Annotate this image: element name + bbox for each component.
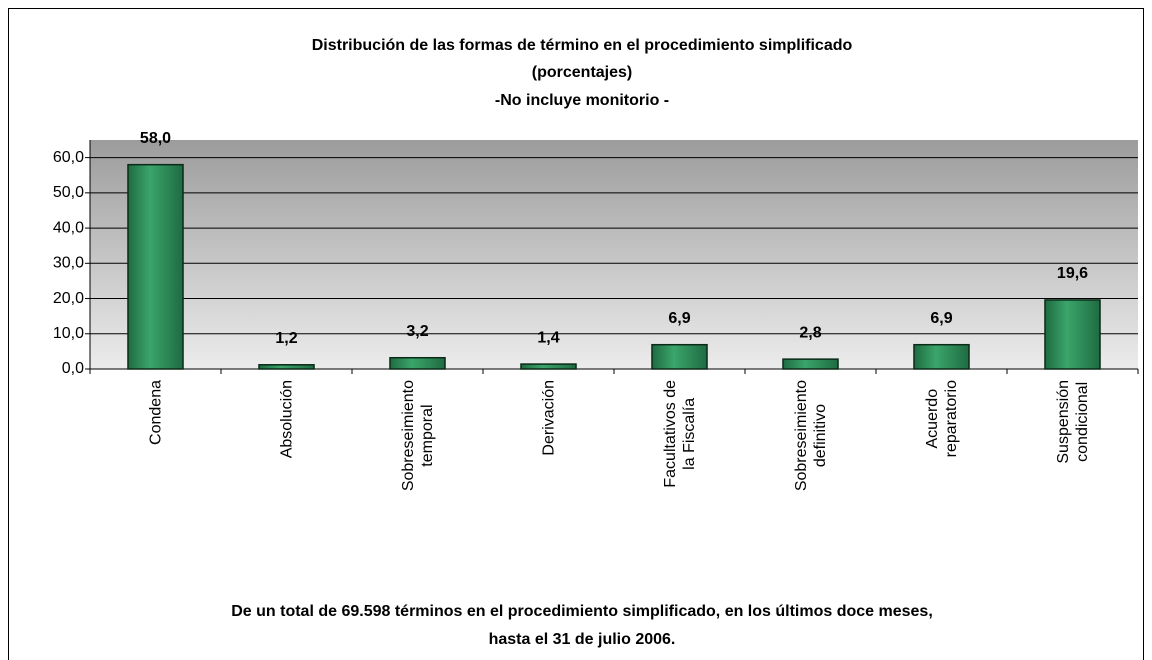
data-label: 19,6 xyxy=(1057,265,1088,282)
x-tick-label: Derivación xyxy=(540,380,557,456)
x-tick-label: Condena xyxy=(147,380,164,445)
x-tick-label: Acuerdo reparatorio xyxy=(923,380,960,458)
x-tick-label: Absolución xyxy=(278,380,295,459)
bar xyxy=(127,163,184,370)
data-label: 6,9 xyxy=(668,310,690,327)
footnote: De un total de 69.598 términos en el pro… xyxy=(231,603,933,620)
chart-subtitle: (porcentajes) xyxy=(532,64,632,81)
x-tick-label: Suspensión condicional xyxy=(1054,380,1091,464)
y-tick-label: 20,0 xyxy=(53,290,84,307)
y-tick-label: 40,0 xyxy=(53,219,84,236)
bar xyxy=(520,363,577,370)
y-tick-label: 10,0 xyxy=(53,325,84,342)
chart-subtitle: -No incluye monitorio - xyxy=(495,92,669,109)
data-label: 2,8 xyxy=(799,324,821,341)
footnote: hasta el 31 de julio 2006. xyxy=(489,631,676,648)
data-label: 3,2 xyxy=(406,323,428,340)
bar xyxy=(258,364,315,370)
data-label: 58,0 xyxy=(140,130,171,147)
y-tick-label: 60,0 xyxy=(53,149,84,166)
x-tick-label: Sobreseimiento temporal xyxy=(399,380,436,492)
bar xyxy=(913,343,970,370)
data-label: 1,2 xyxy=(275,330,297,347)
bar xyxy=(782,358,839,370)
bar xyxy=(389,356,446,370)
chart-title: Distribución de las formas de término en… xyxy=(312,37,853,54)
y-tick-label: 30,0 xyxy=(53,255,84,272)
x-tick-label: Sobreseimiento definitivo xyxy=(792,380,829,492)
x-tick-label: Facultativos de la Fiscalía xyxy=(661,380,698,488)
bar xyxy=(651,343,708,370)
data-label: 6,9 xyxy=(930,310,952,327)
y-tick-label: 50,0 xyxy=(53,184,84,201)
plot-area xyxy=(90,140,1138,369)
data-label: 1,4 xyxy=(537,329,559,346)
y-tick-label: 0,0 xyxy=(62,360,84,377)
bar xyxy=(1044,299,1101,370)
